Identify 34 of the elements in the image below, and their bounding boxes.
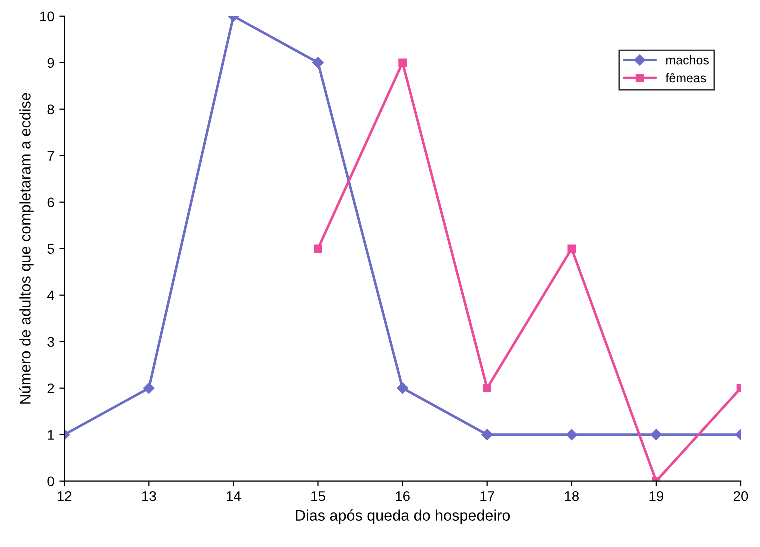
point <box>144 382 155 394</box>
point <box>483 384 492 393</box>
x-tick-label: 19 <box>650 491 664 502</box>
y-tick-label: 1 <box>48 430 54 440</box>
y-tick-label: 3 <box>48 337 54 348</box>
x-axis-title: Dias após queda do hospedeiro <box>296 510 510 524</box>
x-tick-label: 20 <box>734 491 748 502</box>
y-tick-label: 9 <box>48 58 54 68</box>
point <box>568 244 576 254</box>
point <box>482 429 493 440</box>
point <box>312 57 324 69</box>
point <box>398 58 407 68</box>
point <box>314 244 322 254</box>
y-tick-label: 8 <box>48 104 54 115</box>
legend-label: fêmeas <box>666 73 706 83</box>
y-tick-label: 10 <box>40 12 54 22</box>
point <box>397 382 408 394</box>
x-tick-label: 12 <box>58 491 72 502</box>
x-tick-label: 14 <box>227 492 242 502</box>
x-tick-label: 13 <box>142 491 156 502</box>
legend-label: machos <box>666 56 710 65</box>
x-tick-label: 16 <box>396 491 410 502</box>
x-tick-label: 18 <box>565 491 580 502</box>
point <box>650 429 662 440</box>
y-tick-label: 7 <box>48 151 54 161</box>
point <box>566 429 578 440</box>
x-tick-label: 15 <box>312 492 326 502</box>
y-tick-label: 2 <box>48 384 54 394</box>
y-tick-label: 5 <box>48 244 54 254</box>
y-axis-title: Número de adultos que completaram a ecdise <box>19 93 34 404</box>
y-tick-label: 6 <box>48 198 54 208</box>
y-tick-label: 4 <box>47 290 54 300</box>
x-tick-label: 17 <box>480 492 494 502</box>
y-tick-label: 0 <box>48 476 54 487</box>
